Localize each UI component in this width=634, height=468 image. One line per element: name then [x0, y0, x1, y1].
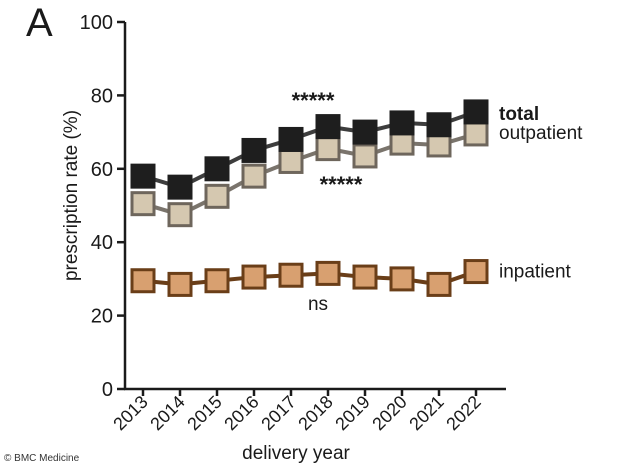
inpatient-marker: [241, 264, 267, 290]
total-marker: [204, 156, 230, 182]
x-tick-label: 2013: [109, 392, 151, 434]
inpatient-marker: [130, 268, 156, 294]
y-tick-label: 60: [91, 159, 113, 181]
total-series-label: total: [499, 104, 539, 125]
outpatient-marker: [463, 121, 489, 147]
x-tick-label: 2014: [146, 392, 188, 434]
y-tick-label: 100: [80, 12, 113, 34]
total-marker: [315, 114, 341, 140]
x-tick-label: 2019: [331, 392, 373, 434]
outpatient-marker: [278, 148, 304, 174]
x-tick-label: 2020: [368, 392, 410, 434]
x-tick-label: 2018: [294, 392, 336, 434]
inpatient-line: [142, 269, 477, 287]
total-marker: [241, 137, 267, 163]
total-marker: [463, 99, 489, 125]
credit-text: © BMC Medicine: [4, 453, 80, 464]
x-tick-label: 2022: [442, 392, 484, 434]
y-axis-title: prescription rate (%): [61, 110, 82, 281]
outpatient-marker: [241, 163, 267, 189]
inpatient-marker: [352, 264, 378, 290]
outpatient-series-label: outpatient: [499, 123, 583, 144]
x-tick-label: 2015: [183, 392, 225, 434]
x-tick-label: 2017: [257, 392, 299, 434]
inpatient-marker: [315, 260, 341, 286]
y-tick-label: 0: [102, 379, 113, 401]
outpatient-marker: [167, 202, 193, 228]
inpatient-marker: [463, 259, 489, 285]
total-marker: [130, 163, 156, 189]
inpatient-marker: [204, 268, 230, 294]
outpatient-marker: [315, 136, 341, 162]
significance-annotation: *****: [292, 88, 335, 113]
outpatient-marker: [204, 183, 230, 209]
y-tick-label: 20: [91, 306, 113, 328]
significance-annotation: ns: [308, 294, 328, 315]
panel-label: A: [26, 1, 53, 45]
total-marker: [352, 119, 378, 145]
total-marker: [167, 174, 193, 200]
y-tick-label: 80: [91, 85, 113, 107]
total-marker: [278, 126, 304, 152]
x-axis-title: delivery year: [242, 443, 350, 464]
y-tick-label: 40: [91, 232, 113, 254]
total-line: [142, 110, 477, 190]
x-tick-label: 2021: [405, 392, 447, 434]
inpatient-marker: [426, 271, 452, 297]
total-marker: [389, 110, 415, 136]
total-marker: [426, 112, 452, 138]
outpatient-line: [142, 132, 477, 217]
inpatient-marker: [167, 271, 193, 297]
series-markers: [130, 99, 489, 297]
inpatient-series-label: inpatient: [499, 262, 572, 283]
outpatient-marker: [130, 191, 156, 217]
x-tick-label: 2016: [220, 392, 262, 434]
inpatient-marker: [278, 262, 304, 288]
inpatient-marker: [389, 266, 415, 292]
axes: 0 20 40 60 80 100 2013201420152016201720182019…: [61, 12, 506, 464]
series-lines: [142, 110, 477, 287]
outpatient-marker: [352, 143, 378, 169]
image-credit: © BMC Medicine: [2, 452, 114, 466]
significance-annotation: *****: [320, 172, 363, 197]
